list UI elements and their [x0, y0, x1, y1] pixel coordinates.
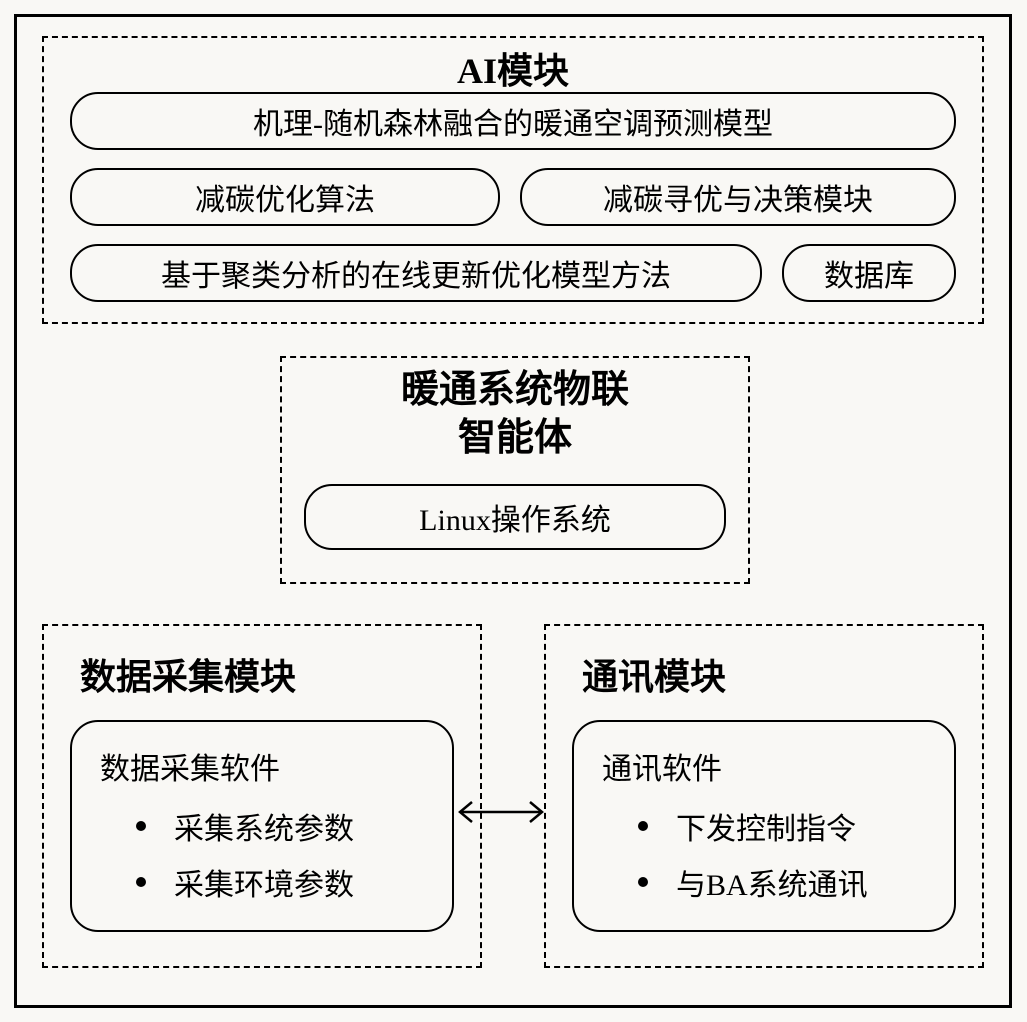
ai-pill-database: 数据库: [782, 244, 956, 302]
data-module-title: 数据采集模块: [80, 648, 296, 700]
bullet-dot-icon: [136, 821, 146, 831]
ai-pill-carbon-decision-label: 减碳寻优与决策模块: [603, 175, 873, 219]
core-pill-linux: Linux操作系统: [304, 484, 726, 550]
ai-pill-database-label: 数据库: [824, 251, 914, 295]
comm-bullet-2: 与BA系统通讯: [602, 860, 954, 904]
bullet-dot-icon: [638, 821, 648, 831]
comm-bullet-1-label: 下发控制指令: [676, 804, 856, 848]
ai-pill-carbon-opt-algo: 减碳优化算法: [70, 168, 500, 226]
core-title-line-1: 暖通系统物联: [280, 366, 750, 414]
bullet-dot-icon: [638, 877, 648, 887]
core-pill-linux-label: Linux操作系统: [419, 495, 611, 539]
ai-pill-carbon-opt-algo-label: 减碳优化算法: [195, 175, 375, 219]
data-module-card: 数据采集软件 采集系统参数 采集环境参数: [70, 720, 454, 932]
data-bullet-1-label: 采集系统参数: [174, 804, 354, 848]
data-bullet-2: 采集环境参数: [100, 860, 452, 904]
comm-module-card: 通讯软件 下发控制指令 与BA系统通讯: [572, 720, 956, 932]
data-card-header: 数据采集软件: [100, 744, 452, 788]
bidirectional-arrow-icon: [454, 796, 548, 828]
ai-module-title: AI模块: [42, 42, 984, 94]
ai-pill-cluster-update-label: 基于聚类分析的在线更新优化模型方法: [161, 251, 671, 295]
bullet-dot-icon: [136, 877, 146, 887]
ai-pill-prediction-model: 机理-随机森林融合的暖通空调预测模型: [70, 92, 956, 150]
comm-card-header: 通讯软件: [602, 744, 954, 788]
comm-bullet-2-label: 与BA系统通讯: [676, 860, 868, 904]
data-bullet-2-label: 采集环境参数: [174, 860, 354, 904]
data-bullet-1: 采集系统参数: [100, 804, 452, 848]
ai-pill-prediction-model-label: 机理-随机森林融合的暖通空调预测模型: [253, 99, 773, 143]
ai-pill-cluster-update: 基于聚类分析的在线更新优化模型方法: [70, 244, 762, 302]
comm-module-title: 通讯模块: [582, 648, 726, 700]
core-title-line-2: 智能体: [280, 414, 750, 462]
ai-pill-carbon-decision: 减碳寻优与决策模块: [520, 168, 956, 226]
comm-bullet-1: 下发控制指令: [602, 804, 954, 848]
core-module-title: 暖通系统物联 智能体: [280, 366, 750, 462]
diagram-canvas: AI模块 机理-随机森林融合的暖通空调预测模型 减碳优化算法 减碳寻优与决策模块…: [0, 0, 1027, 1022]
